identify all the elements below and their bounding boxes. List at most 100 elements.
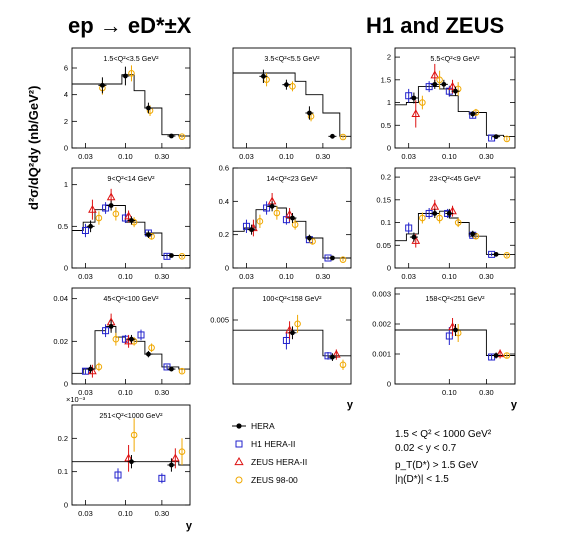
zeus-98-00-point bbox=[503, 135, 511, 143]
h1-hera-ii-point bbox=[405, 92, 413, 100]
y-tick-label: 0.002 bbox=[372, 320, 391, 329]
zeus-98-00-point bbox=[339, 133, 347, 141]
panel-frame bbox=[394, 287, 516, 385]
panel-frame bbox=[232, 287, 352, 385]
panel-q2-range: 23<Q²<45 GeV² bbox=[429, 174, 481, 183]
x-tick-label: 0.03 bbox=[78, 388, 93, 397]
panel-8: 100<Q²<158 GeV² 0.005 y bbox=[210, 287, 354, 411]
y-tick-label: 1.5 bbox=[381, 75, 391, 84]
panel-10: 251<Q²<1000 GeV² 0 0.1 0.2 0.03 0.10 0.30 y ×10⁻… bbox=[58, 395, 193, 532]
panel-1: 1.5<Q²<3.5 GeV² 0 2 4 6 0.03 0.10 0.30 bbox=[64, 47, 191, 161]
x-tick-label: 0.03 bbox=[78, 272, 93, 281]
cut-y-range: 0.02 < y < 0.7 bbox=[395, 443, 457, 454]
y-tick-label: 2 bbox=[387, 53, 391, 62]
h1-hera-ii-point bbox=[81, 227, 89, 234]
x-tick-label: 0.03 bbox=[78, 509, 93, 518]
zeus-98-00-point bbox=[178, 133, 186, 140]
panel-frame bbox=[71, 167, 191, 269]
hera-point bbox=[123, 73, 128, 79]
x-tick-label: 0.10 bbox=[279, 152, 294, 161]
zeus-98-00-point bbox=[95, 214, 103, 222]
h1-hera-ii-point bbox=[242, 222, 250, 230]
x-tick-label: 0.30 bbox=[155, 272, 170, 281]
zeus-98-00-point bbox=[339, 256, 347, 263]
y-tick-label: 0.04 bbox=[53, 294, 68, 303]
x-axis-label: y bbox=[511, 399, 518, 411]
hera-point bbox=[453, 327, 458, 333]
theory-step-line bbox=[395, 210, 515, 255]
theory-step-line bbox=[72, 461, 190, 466]
y-tick-label: 1 bbox=[387, 98, 391, 107]
h1-hera-ii-point bbox=[282, 336, 290, 344]
panel-q2-range: 251<Q²<1000 GeV² bbox=[99, 411, 163, 420]
panel-q2-range: 45<Q²<100 GeV² bbox=[103, 294, 159, 303]
zeus-98-00-point bbox=[436, 214, 443, 222]
zeus-98-00-point bbox=[178, 367, 186, 375]
zeus-98-00-point bbox=[112, 335, 120, 343]
legend-zeus2-marker bbox=[234, 456, 244, 466]
y-tick-label: 0 bbox=[64, 380, 68, 389]
hera-point bbox=[284, 82, 289, 88]
x-tick-label: 0.30 bbox=[155, 152, 170, 161]
zeus-98-00-point bbox=[291, 221, 299, 228]
hera-point bbox=[88, 366, 93, 372]
hera-point bbox=[146, 232, 151, 238]
y-tick-label: 0.6 bbox=[219, 164, 229, 173]
y-tick-label: 0 bbox=[387, 264, 391, 273]
zeus-98-00-point bbox=[289, 83, 296, 90]
hera-point bbox=[432, 81, 438, 87]
x-tick-label: 0.30 bbox=[479, 152, 494, 161]
panel-frame bbox=[394, 167, 516, 269]
h1-hera-ii-point bbox=[114, 471, 122, 479]
x-tick-label: 0.10 bbox=[118, 509, 133, 518]
x-tick-label: 0.03 bbox=[78, 152, 93, 161]
panel-frame bbox=[71, 287, 191, 385]
x-tick-label: 0.10 bbox=[279, 272, 294, 281]
legend-hera-label: HERA bbox=[251, 421, 275, 431]
legend-zeus2-label: ZEUS HERA-II bbox=[251, 457, 307, 467]
hera-point bbox=[129, 218, 134, 223]
y-tick-label: 0.4 bbox=[219, 197, 229, 206]
cut-pt: p_T(D*) > 1.5 GeV bbox=[395, 460, 478, 471]
theory-step-line bbox=[72, 74, 190, 137]
cut-eta: |η(D*)| < 1.5 bbox=[395, 474, 449, 485]
hera-point bbox=[307, 110, 312, 116]
panel-9: 158<Q²<251 GeV² 0 0.001 0.002 0.003 0.10 0.30 y bbox=[372, 287, 518, 411]
y-tick-label: 0 bbox=[64, 144, 68, 153]
y-tick-label: 6 bbox=[64, 64, 68, 73]
hera-point bbox=[411, 234, 417, 240]
zeus-98-00-point bbox=[112, 210, 120, 218]
zeus-hera-ii-point bbox=[106, 192, 116, 201]
y-tick-label: 0 bbox=[64, 501, 68, 510]
h1-hera-ii-point bbox=[102, 327, 110, 335]
hera-point bbox=[88, 223, 93, 229]
panel-q2-range: 5.5<Q²<9 GeV² bbox=[430, 54, 480, 63]
y-tick-label: 0.05 bbox=[376, 241, 391, 250]
zeus-98-00-point bbox=[294, 320, 301, 328]
hera-point bbox=[169, 133, 174, 139]
zeus-hera-ii-point bbox=[285, 209, 294, 218]
panel-q2-range: 14<Q²<23 GeV² bbox=[266, 174, 318, 183]
panel-q2-range: 9<Q²<14 GeV² bbox=[107, 174, 155, 183]
x-tick-label: 0.30 bbox=[316, 152, 331, 161]
hera-point bbox=[261, 73, 266, 79]
zeus-98-00-point bbox=[95, 363, 103, 371]
kinematic-cuts: 1.5 < Q² < 1000 GeV² 0.02 < y < 0.7 p_T(… bbox=[395, 429, 492, 485]
h1-hera-ii-point bbox=[425, 83, 433, 91]
y-tick-label: 0.005 bbox=[210, 316, 229, 325]
panel-6: 23<Q²<45 GeV² 0 0.05 0.1 0.15 0.2 0.03 0.10 0.30 bbox=[376, 167, 516, 281]
y-tick-label: 0.2 bbox=[381, 173, 391, 182]
zeus-98-00-point bbox=[503, 352, 511, 359]
panel-q2-range: 3.5<Q²<5.5 GeV² bbox=[264, 54, 320, 63]
hera-point bbox=[470, 231, 476, 237]
y-tick-label: 0.02 bbox=[53, 337, 68, 346]
hera-point bbox=[290, 215, 295, 221]
y-tick-label: 0.1 bbox=[381, 218, 391, 227]
x-tick-label: 0.30 bbox=[155, 509, 170, 518]
zeus-98-00-point bbox=[339, 361, 347, 369]
zeus-98-00-point bbox=[503, 251, 511, 259]
y-tick-label: 0.2 bbox=[58, 434, 68, 443]
x-tick-label: 0.10 bbox=[118, 152, 133, 161]
x-tick-label: 0.10 bbox=[442, 388, 457, 397]
